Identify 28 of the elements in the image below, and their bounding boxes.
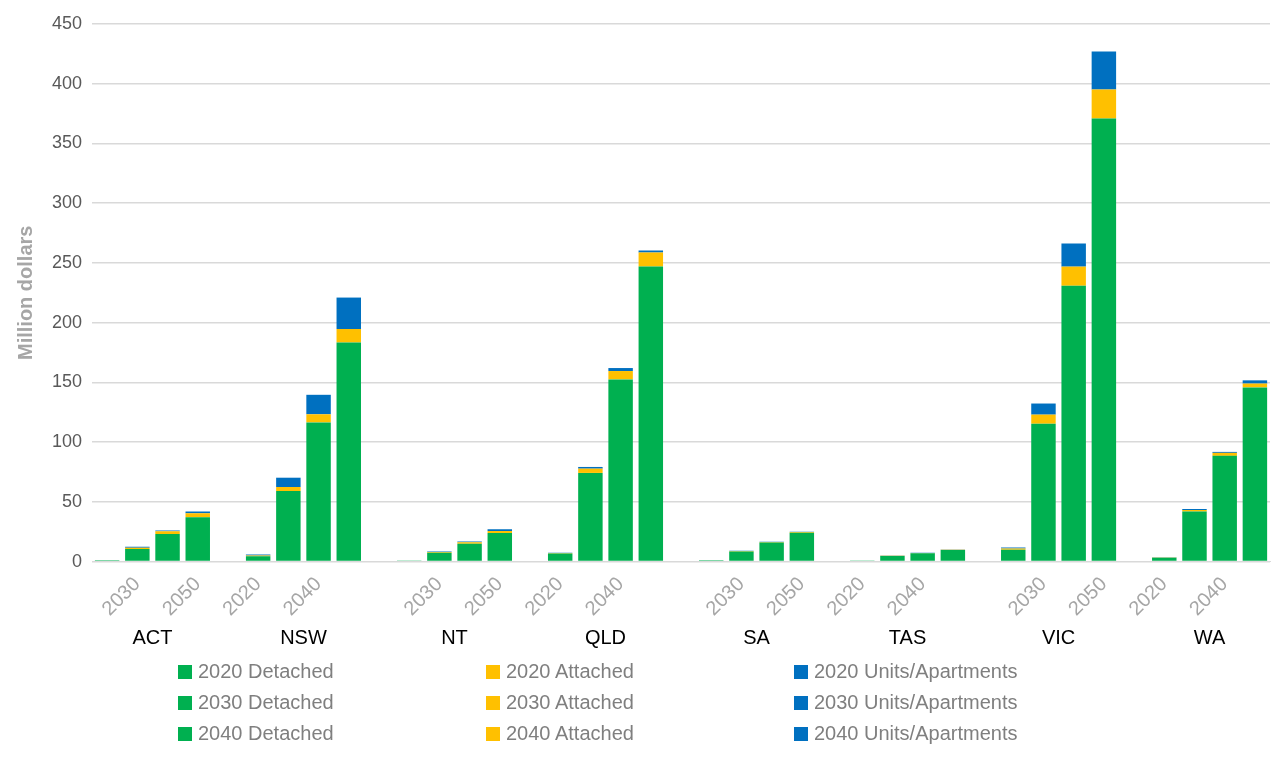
- y-tick-label: 100: [51, 431, 83, 452]
- text: SA: [743, 625, 771, 648]
- y-tick-label: 450: [51, 12, 83, 33]
- text: NSW: [280, 625, 327, 648]
- text: ACT: [132, 625, 173, 648]
- legend-label: 2020 Units/Apartments: [814, 660, 1018, 683]
- y-tick-label: 0: [72, 550, 83, 571]
- y-tick-label: 250: [51, 251, 83, 272]
- legend-label: 2040 Detached: [198, 722, 334, 745]
- text: TAS: [888, 625, 927, 648]
- text: NT: [441, 625, 468, 648]
- legend-label: 2030 Detached: [198, 691, 334, 714]
- legend-label: 2020 Detached: [198, 660, 334, 683]
- legend-label: 2040 Attached: [506, 722, 634, 745]
- y-tick-label: 50: [62, 490, 83, 511]
- y-tick-label: 300: [51, 192, 83, 213]
- text: QLD: [584, 625, 627, 648]
- y-tick-label: 200: [51, 311, 83, 332]
- text: WA: [1193, 625, 1226, 648]
- text: VIC: [1041, 625, 1076, 648]
- y-tick-label: 150: [51, 371, 83, 392]
- legend-label: 2030 Attached: [506, 691, 634, 714]
- y-tick-label: 350: [51, 132, 83, 153]
- y-tick-label: 400: [51, 72, 83, 93]
- legend-label: 2020 Attached: [506, 660, 634, 683]
- y-axis-title: Million dollars: [13, 225, 36, 361]
- legend-label: 2030 Units/Apartments: [814, 691, 1018, 714]
- legend-label: 2040 Units/Apartments: [814, 722, 1018, 745]
